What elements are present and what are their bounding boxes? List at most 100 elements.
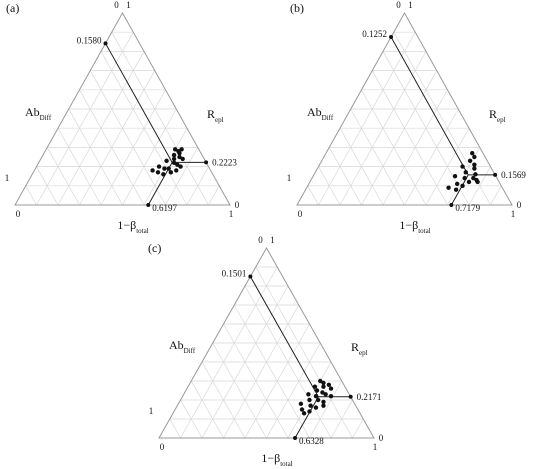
summary-label: 0.6197	[152, 203, 177, 213]
panel-label: (c)	[148, 241, 161, 255]
summary-label: 0.7179	[455, 203, 480, 213]
corner-label: 0	[298, 209, 303, 219]
data-point	[328, 386, 334, 391]
summary-point	[493, 172, 498, 177]
summary-point	[248, 274, 253, 279]
grid-line	[318, 32, 416, 206]
data-point	[472, 166, 477, 171]
axis-label: 1−βtotal	[399, 218, 430, 235]
summary-point	[348, 394, 353, 399]
corner-label: 1	[5, 173, 10, 183]
grid-line	[339, 128, 384, 206]
data-point	[178, 164, 183, 169]
corner-label: 1	[408, 0, 413, 10]
axis-label-main: 1−β	[117, 218, 136, 232]
data-point	[321, 380, 326, 386]
data-point	[473, 172, 478, 177]
grid-line	[425, 128, 470, 206]
data-point	[307, 409, 312, 414]
axis-label-main: 1−β	[399, 218, 418, 232]
data-point	[462, 175, 467, 181]
summary-point	[103, 41, 108, 46]
data-point	[460, 164, 465, 169]
data-point	[466, 179, 472, 185]
axis-label-sub: epl	[215, 116, 224, 124]
axis-label-sub: epl	[359, 349, 368, 357]
corner-label: 0	[517, 200, 522, 210]
data-point	[155, 170, 161, 175]
data-point	[452, 174, 458, 179]
data-point	[471, 175, 476, 181]
corner-label: 1	[373, 442, 378, 452]
summary-line	[390, 36, 469, 176]
axis-label-sub: total	[136, 227, 148, 235]
data-point	[161, 172, 166, 177]
grid-line	[186, 166, 209, 206]
corner-label: 0	[160, 442, 165, 452]
grid-line	[352, 418, 364, 439]
grid-line	[190, 380, 224, 439]
data-point	[301, 411, 307, 416]
data-point	[177, 154, 182, 160]
data-point	[180, 156, 185, 162]
grid-line	[25, 185, 37, 206]
axis-label-main: Ab	[307, 105, 322, 119]
summary-point	[146, 203, 151, 207]
grid-line	[328, 147, 362, 206]
data-point	[299, 407, 305, 412]
axis-label-sub: Diff	[184, 347, 196, 355]
grid-line	[68, 108, 123, 206]
corner-label: 0	[258, 235, 263, 245]
data-point	[470, 150, 475, 156]
corner-label: 0	[235, 200, 240, 210]
grid-line	[180, 399, 203, 439]
grid-line	[46, 147, 80, 206]
grid-line	[468, 166, 491, 206]
axis-label-main: R	[207, 107, 215, 121]
triangle-frame	[14, 11, 231, 206]
summary-label: 0.6328	[299, 436, 324, 446]
grid-line	[36, 166, 59, 206]
axis-label: AbDiff	[307, 105, 334, 122]
corner-label: 1	[511, 209, 516, 219]
grid-line	[89, 70, 166, 206]
data-point	[323, 392, 328, 397]
summary-label: 0.1252	[362, 29, 387, 39]
data-point	[168, 170, 174, 175]
summary-line	[249, 276, 319, 397]
summary-label: 0.1580	[77, 35, 102, 45]
data-point	[171, 156, 177, 162]
data-point	[475, 179, 480, 185]
grid-line	[371, 70, 448, 206]
grid-line	[309, 380, 343, 439]
axis-label: Repl	[489, 107, 506, 124]
data-point	[460, 183, 465, 188]
axis-label: 1−βtotal	[117, 218, 148, 235]
data-point	[472, 154, 477, 160]
data-point	[307, 397, 312, 403]
grid-line	[57, 128, 102, 206]
grid-line	[169, 418, 181, 439]
triangle-frame	[296, 11, 513, 206]
grid-line	[36, 32, 134, 206]
triangle-frame	[158, 246, 375, 439]
grid-line	[307, 185, 319, 206]
grid-line	[490, 185, 502, 206]
data-point	[313, 394, 319, 399]
data-point	[318, 378, 323, 384]
corner-label: 1	[270, 235, 275, 245]
data-point	[306, 392, 311, 397]
data-point	[454, 181, 460, 187]
grid-line	[122, 108, 177, 206]
axis-label-sub: Diff	[40, 114, 52, 122]
panel-label: (b)	[290, 1, 304, 15]
summary-line	[105, 43, 173, 163]
grid-line	[266, 342, 321, 439]
axis-label-sub: Diff	[322, 114, 334, 122]
data-point	[313, 405, 319, 410]
data-point	[321, 403, 326, 408]
data-point	[463, 170, 468, 175]
grid-line	[143, 128, 188, 206]
grid-line	[79, 70, 156, 206]
